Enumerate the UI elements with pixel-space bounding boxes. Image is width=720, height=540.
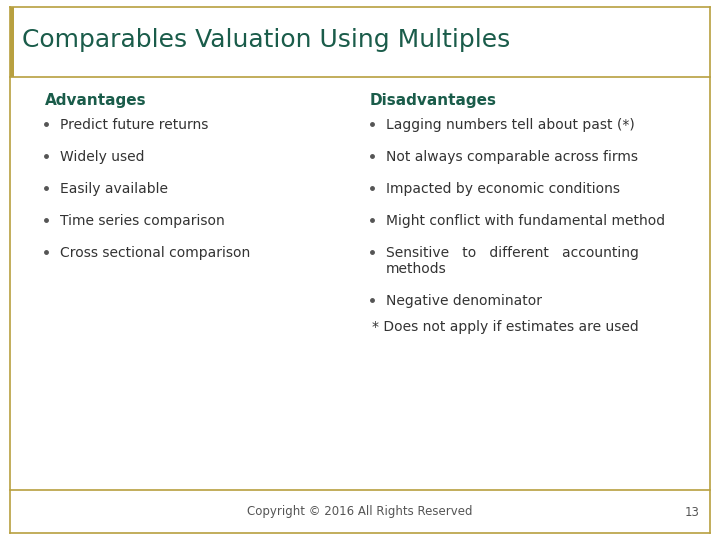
Text: Predict future returns: Predict future returns	[60, 118, 208, 132]
Text: Might conflict with fundamental method: Might conflict with fundamental method	[386, 214, 665, 228]
Text: methods: methods	[386, 262, 446, 276]
Text: Easily available: Easily available	[60, 182, 168, 196]
Text: Cross sectional comparison: Cross sectional comparison	[60, 246, 251, 260]
Text: Impacted by economic conditions: Impacted by economic conditions	[386, 182, 620, 196]
Text: * Does not apply if estimates are used: * Does not apply if estimates are used	[372, 320, 639, 334]
Text: Not always comparable across firms: Not always comparable across firms	[386, 150, 638, 164]
Text: Lagging numbers tell about past (*): Lagging numbers tell about past (*)	[386, 118, 635, 132]
Text: Comparables Valuation Using Multiples: Comparables Valuation Using Multiples	[22, 28, 510, 52]
Text: Copyright © 2016 All Rights Reserved: Copyright © 2016 All Rights Reserved	[247, 505, 473, 518]
Bar	[10, 7, 14, 77]
Text: Negative denominator: Negative denominator	[386, 294, 542, 308]
Text: Widely used: Widely used	[60, 150, 145, 164]
Text: Time series comparison: Time series comparison	[60, 214, 225, 228]
Text: Disadvantages: Disadvantages	[370, 92, 497, 107]
Text: Sensitive   to   different   accounting: Sensitive to different accounting	[386, 246, 639, 260]
Text: 13: 13	[685, 505, 700, 518]
Text: Advantages: Advantages	[45, 92, 147, 107]
